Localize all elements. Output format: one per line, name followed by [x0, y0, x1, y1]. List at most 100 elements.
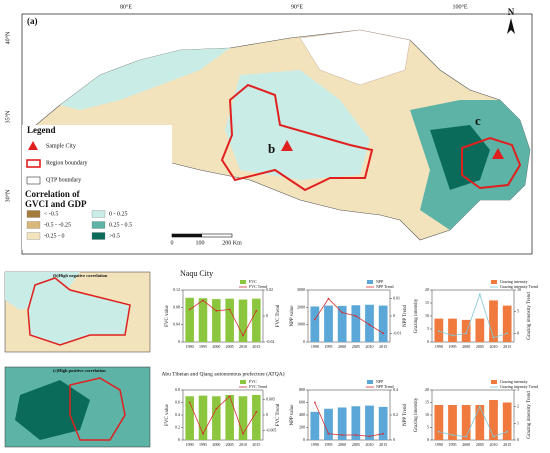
x-tick-label: 2010 [366, 344, 374, 349]
region-boundary [69, 377, 126, 441]
y2-tick-label: 5 [517, 309, 519, 314]
legend-label: NPP [376, 279, 384, 284]
legend-item: QTP boundary [46, 177, 81, 183]
y-tick-label: 0.8 [175, 387, 180, 392]
bar [475, 318, 485, 342]
y-tick-label: 3000 [297, 287, 305, 292]
y-tick-label: 2000 [297, 304, 305, 309]
legend-class: 0.25 - 0.5 [109, 222, 132, 228]
x-tick-label: 2005 [352, 344, 360, 349]
x-tick-label: 2005 [476, 442, 484, 447]
trend-point [188, 308, 191, 311]
bar [185, 297, 194, 342]
x-tick-label: 1995 [449, 344, 457, 349]
trend-point [382, 432, 385, 435]
y-tick-label: 0.04 [173, 322, 180, 327]
x-tick-label: 1995 [199, 344, 207, 349]
bar [475, 405, 485, 440]
bar [310, 306, 320, 342]
bar [238, 396, 248, 440]
x-tick-label: 2005 [226, 344, 234, 349]
y-tick-label: 0 [303, 437, 305, 442]
region-label: c [475, 113, 481, 128]
y2-axis-label: NPP Trend [403, 305, 408, 327]
legend-label: FVC [249, 279, 257, 284]
y2-tick-label: 10 [517, 287, 521, 292]
legend-class: -0.5 - -0.25 [44, 222, 71, 228]
lon-label: 80°E [120, 3, 132, 10]
lat-label: 35°N [4, 110, 11, 123]
legend-class: >0.5 [109, 233, 120, 239]
x-tick-label: 1995 [449, 442, 457, 447]
bar [461, 405, 471, 440]
legend-label: NPP [376, 379, 384, 384]
lat-label: 30°N [4, 189, 11, 202]
trend-point [242, 432, 244, 435]
legend-swatch [91, 210, 106, 218]
x-tick-label: 1995 [325, 442, 333, 447]
bar [351, 305, 361, 342]
region-boundary [27, 277, 131, 346]
sample-city [281, 140, 293, 151]
scale-label: 100 [196, 240, 205, 246]
trend-point [506, 430, 509, 433]
bar [212, 396, 221, 440]
y-tick-label: 1000 [297, 322, 305, 327]
trend-point [382, 332, 385, 335]
inset-b [4, 271, 151, 353]
region-fill [15, 380, 90, 440]
north-arrow [507, 18, 515, 34]
region-boundary [461, 136, 522, 190]
x-tick-label: 2000 [338, 344, 346, 349]
legend-symbol [367, 380, 373, 384]
legend-symbol [240, 280, 246, 284]
y2-axis-label: Grazing intensity Trend [527, 391, 532, 439]
x-tick-label: 2005 [226, 442, 234, 447]
legend-symbol [28, 141, 38, 150]
inset-c [4, 366, 151, 448]
trend-point [327, 297, 330, 300]
trend-point [228, 395, 231, 398]
x-tick-label: 2000 [338, 442, 346, 447]
trend-point [437, 430, 440, 433]
bar [198, 395, 208, 440]
lat-label: 40°N [4, 31, 11, 44]
x-tick-label: 2015 [379, 442, 387, 447]
legend-subtitle: Correlation of [25, 189, 81, 199]
region-fill [430, 125, 490, 190]
bar [489, 400, 498, 440]
bar [225, 395, 234, 440]
chart-title: Abu Tibetan and Qiang autonomous prefect… [161, 370, 284, 377]
trend-point [492, 435, 495, 438]
x-tick-label: 1990 [186, 344, 194, 349]
bar [238, 299, 248, 342]
trend-line [438, 405, 508, 438]
legend-item: Region boundary [46, 160, 88, 166]
legend: Legend Sample City Region boundary QTP boun… [25, 125, 132, 240]
y2-tick-label: 1 [517, 420, 519, 425]
bar [337, 407, 347, 440]
legend-label: Grazing intensity [500, 379, 528, 384]
legend-symbol [26, 159, 41, 168]
bar [378, 406, 388, 440]
y-axis-label: NPP value [290, 305, 295, 327]
trend-point [202, 299, 204, 302]
y2-tick-label: 3 [517, 387, 519, 392]
trend-line [189, 395, 257, 435]
x-tick-label: 2015 [252, 442, 260, 447]
legend-symbol [491, 380, 497, 384]
x-tick-label: 2010 [366, 442, 374, 447]
region-label: b [268, 141, 275, 156]
sample-city [492, 148, 504, 159]
y-tick-label: 15 [425, 300, 429, 305]
bar [252, 298, 261, 342]
trend-point [215, 309, 218, 312]
trend-point [492, 336, 495, 339]
y-tick-label: 5 [427, 326, 429, 331]
y-tick-label: 0 [427, 339, 429, 344]
chart-title: Naqu City [180, 269, 213, 278]
legend-label: Grazing intensity Trend [500, 384, 538, 389]
y-tick-label: 20 [425, 287, 429, 292]
bar [198, 298, 208, 342]
x-tick-label: 2010 [490, 442, 498, 447]
